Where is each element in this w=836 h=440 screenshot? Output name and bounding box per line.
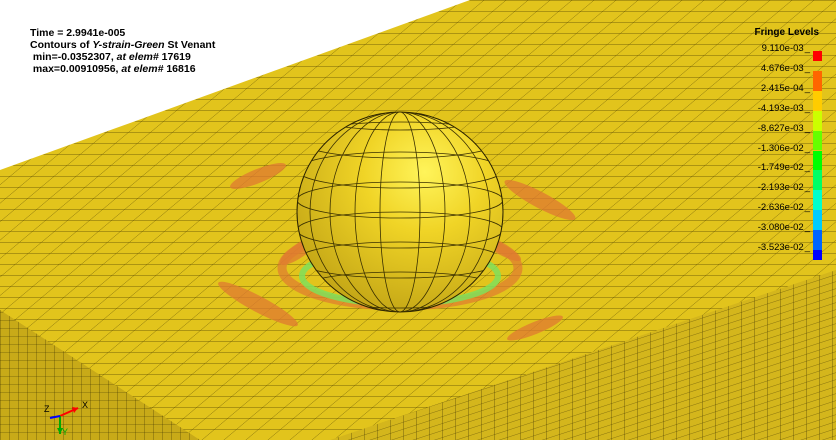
legend-color-swatch [813, 130, 822, 151]
legend-color-swatch [813, 250, 822, 260]
axis-triad: X Y Z [44, 400, 88, 436]
x-arrow-head [72, 407, 78, 413]
legend-color-swatch [813, 210, 822, 231]
legend-level-label: -3.080e-02 [758, 222, 809, 233]
legend-level-label: -3.523e-02 [758, 242, 809, 253]
y-arrow-head [57, 428, 63, 434]
z-axis-arrow [49, 415, 61, 419]
legend-color-swatch [813, 150, 822, 171]
plate-front-face [330, 270, 836, 440]
legend-level-label: 2.415e-04 [761, 83, 809, 94]
plate-left-face [0, 310, 200, 440]
max-label: max=0.00910956, at elem# 16816 [30, 63, 196, 75]
legend-color-swatch [813, 110, 822, 131]
min-label: min=-0.0352307, at elem# 17619 [30, 51, 191, 63]
legend-color-swatch [813, 170, 822, 191]
legend-level-label: -4.193e-03 [758, 103, 809, 114]
x-axis-label: X [82, 400, 88, 410]
legend-level-label: 4.676e-03 [761, 63, 809, 74]
y-axis-label: Y [62, 427, 68, 436]
analysis-info: Time = 2.9941e-005 Contours of Y-strain-… [30, 27, 215, 75]
legend-color-swatch [813, 70, 822, 91]
legend-title: Fringe Levels [754, 27, 819, 38]
time-label: Time = 2.9941e-005 [30, 27, 126, 39]
legend-color-swatch [813, 90, 822, 111]
legend-level-label: 9.110e-03 [762, 43, 809, 54]
contours-label: Contours of Y-strain-Green St Venant [30, 39, 216, 51]
legend-color-swatch [813, 190, 822, 211]
legend-level-label: -1.749e-02 [758, 162, 809, 173]
fringe-legend[interactable]: Fringe Levels 9.110e-03 4.676e-03 2.415e-0… [727, 27, 827, 267]
legend-color-swatch [813, 230, 822, 250]
legend-level-label: -8.627e-03 [758, 123, 809, 134]
z-axis-label: Z [44, 404, 50, 414]
legend-level-label: -1.306e-02 [758, 143, 809, 154]
legend-level-label: -2.636e-02 [758, 202, 809, 213]
legend-level-label: -2.193e-02 [758, 182, 809, 193]
legend-color-swatch [813, 51, 822, 61]
